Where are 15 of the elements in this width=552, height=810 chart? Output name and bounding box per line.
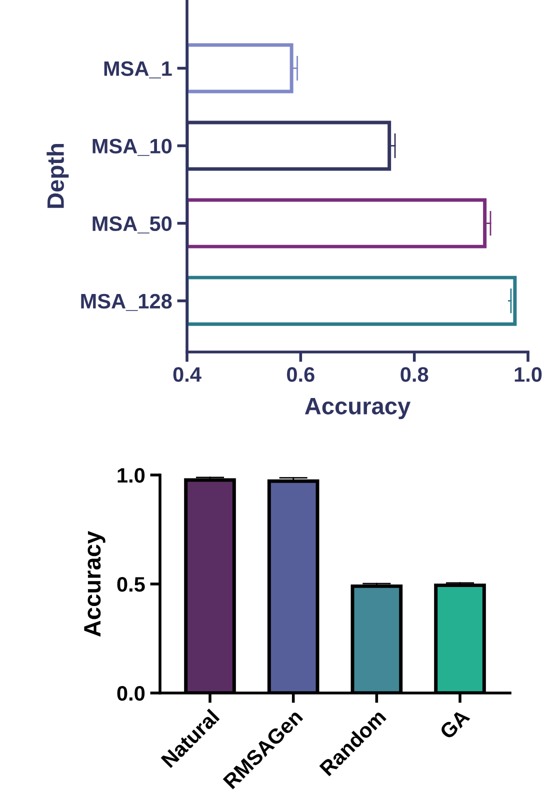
x-tick-label: 1.0 <box>514 367 542 382</box>
y-tick-label: 0.5 <box>117 577 145 592</box>
x-tick-label: GA <box>438 708 470 740</box>
y-tick-label: 1.0 <box>118 468 145 483</box>
x-tick-label: 0.8 <box>400 367 428 382</box>
y-tick-label: MSA_10 <box>92 138 172 156</box>
x-tick-label: 0.6 <box>287 367 314 382</box>
y-axis-title: Depth <box>46 144 69 208</box>
y-tick-label: 0.0 <box>117 686 145 701</box>
y-tick-label: MSA_128 <box>81 294 172 311</box>
x-tick-label: 0.4 <box>173 367 202 382</box>
x-axis-title: Accuracy <box>304 398 411 420</box>
y-tick-label: MSA_50 <box>92 216 172 234</box>
y-tick-label: MSA_1 <box>104 61 172 78</box>
y-axis-title: Accuracy <box>84 530 106 637</box>
